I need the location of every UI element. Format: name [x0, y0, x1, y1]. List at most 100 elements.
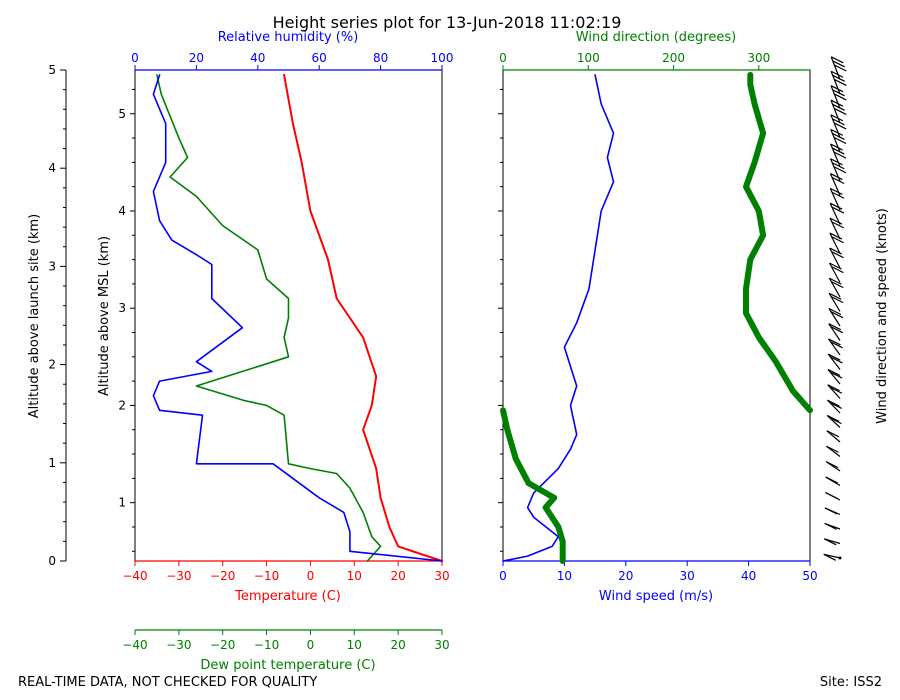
wind-barb-feather: [832, 103, 845, 111]
msl-altitude-tick-label: 1: [118, 496, 126, 510]
wind-barb-feather: [831, 176, 845, 185]
wind-barb-staff: [828, 338, 841, 356]
outer-altitude-tick-label: 1: [48, 456, 56, 470]
wind-barb-feather: [827, 353, 841, 361]
temperature-tick-label: 0: [307, 569, 315, 583]
wind-barb-feather: [830, 56, 844, 64]
wdir-tick-label: 100: [577, 51, 600, 65]
dewpoint-tick-label: −20: [210, 638, 235, 652]
rh-tick-label: 100: [431, 51, 454, 65]
site-label: Site: ISS2: [820, 675, 882, 690]
wind-barb-feather: [831, 251, 844, 259]
wind-barb-feather: [830, 85, 844, 93]
chart-title: Height series plot for 13-Jun-2018 11:02…: [273, 13, 622, 32]
wind-speed-tick-label: 10: [557, 569, 572, 583]
dewpoint-tick-label: 0: [307, 638, 315, 652]
temperature-tick-label: −10: [254, 569, 279, 583]
wind-barb-feather: [833, 93, 847, 101]
wind-barb-feather: [829, 386, 843, 394]
relative-humidity-line: [152, 74, 443, 562]
wind-barb-feather: [829, 417, 842, 425]
wind-barb-feather: [828, 292, 842, 300]
wdir-tick-label: 200: [662, 51, 685, 65]
wind-barb-feather: [824, 507, 838, 515]
wind-barb-staff: [829, 217, 841, 240]
wind-barb-feather: [832, 118, 845, 126]
temperature-tick-label: −30: [166, 569, 191, 583]
msl-altitude-tick-label: 2: [118, 398, 126, 412]
wind-direction-line-segment-2: [743, 71, 813, 414]
wind-barb-feather: [831, 206, 845, 214]
wind-barb-feather: [830, 341, 843, 349]
wind-barb-feather: [833, 166, 847, 174]
wind-barb-staff: [828, 277, 841, 298]
temperature-tick-label: −40: [122, 569, 147, 583]
dewpoint-tick-label: −40: [122, 638, 147, 652]
data-quality-note: REAL-TIME DATA, NOT CHECKED FOR QUALITY: [18, 675, 317, 690]
wind-barb-feather: [833, 151, 847, 159]
wind-barb-staff: [829, 158, 841, 182]
wind-barb-feather: [832, 74, 845, 82]
wind-speed-line: [502, 74, 615, 562]
dewpoint-line: [156, 74, 382, 562]
dewpoint-axis-label: Dew point temperature (C): [200, 658, 375, 673]
wind-barb-feather: [830, 99, 844, 107]
wind-barb-staff: [828, 293, 841, 312]
wind-barb-feather: [834, 78, 847, 86]
wind-barb-feather: [830, 326, 844, 334]
temperature-axis-label: Temperature (C): [234, 589, 341, 604]
wind-barb-feather: [827, 399, 840, 407]
wind-barb-feather: [831, 236, 844, 244]
wind-barb-staff: [830, 56, 841, 80]
wind-barb-feather: [826, 414, 840, 422]
outer-altitude-label: Altitude above launch site (km): [27, 214, 42, 418]
wind-barb-feather: [829, 371, 843, 379]
wind-barb-feather: [825, 461, 839, 469]
wind-barb-staff: [829, 188, 841, 211]
wind-barb-feather: [829, 202, 843, 210]
wind-barb-feather: [831, 281, 844, 289]
msl-altitude-tick-label: 5: [118, 107, 126, 121]
dewpoint-tick-label: 10: [347, 638, 362, 652]
wind-barb-staff: [828, 323, 841, 341]
wind-panel-frame: [502, 69, 811, 562]
wind-barb-feather: [830, 296, 844, 304]
wind-barb-feather: [829, 401, 842, 409]
wind-barb-staff: [827, 353, 841, 370]
wind-barb-feather: [830, 187, 843, 195]
rh-tick-label: 20: [189, 51, 204, 65]
wind-direction-axis-label: Wind direction (degrees): [576, 30, 736, 45]
wind-barb-feather: [829, 277, 842, 285]
wdir-tick-label: 0: [499, 51, 507, 65]
wind-barb-feather: [831, 162, 845, 170]
outer-altitude-tick-label: 3: [48, 259, 56, 273]
wind-barb-feather: [827, 368, 841, 376]
wind-barb-feather: [830, 114, 844, 122]
wind-barb-feather: [832, 89, 845, 97]
wind-barb-feather: [833, 136, 847, 145]
wind-speed-tick-label: 20: [618, 569, 633, 583]
outer-altitude-tick-label: 4: [48, 161, 56, 175]
wind-barb-staff: [830, 71, 841, 95]
wind-barbs-label: Wind direction and speed (knots): [875, 208, 890, 424]
wind-barb-feather: [823, 553, 837, 561]
wind-barbs: [823, 56, 847, 561]
wind-barb-feather: [832, 60, 846, 68]
wind-barb-staff: [830, 129, 841, 153]
dewpoint-tick-label: 30: [434, 638, 449, 652]
wind-barb-feather: [830, 143, 843, 151]
wind-barb-staff: [829, 262, 841, 283]
wind-barb-feather: [830, 311, 844, 319]
rh-tick-label: 0: [131, 51, 139, 65]
wind-barb-feather: [828, 338, 841, 346]
wind-barb-feather: [825, 491, 838, 500]
wind-barb-staff: [829, 173, 841, 196]
wind-speed-axis-label: Wind speed (m/s): [599, 589, 713, 604]
wind-barb-staff: [830, 99, 841, 124]
wind-barb-staff: [830, 85, 841, 109]
wind-barb-staff: [826, 430, 841, 443]
wind-barb-staff: [827, 369, 841, 385]
wind-barb-feather: [833, 107, 847, 115]
wind-barb-staff: [829, 247, 841, 269]
wind-barb-feather: [832, 147, 845, 155]
